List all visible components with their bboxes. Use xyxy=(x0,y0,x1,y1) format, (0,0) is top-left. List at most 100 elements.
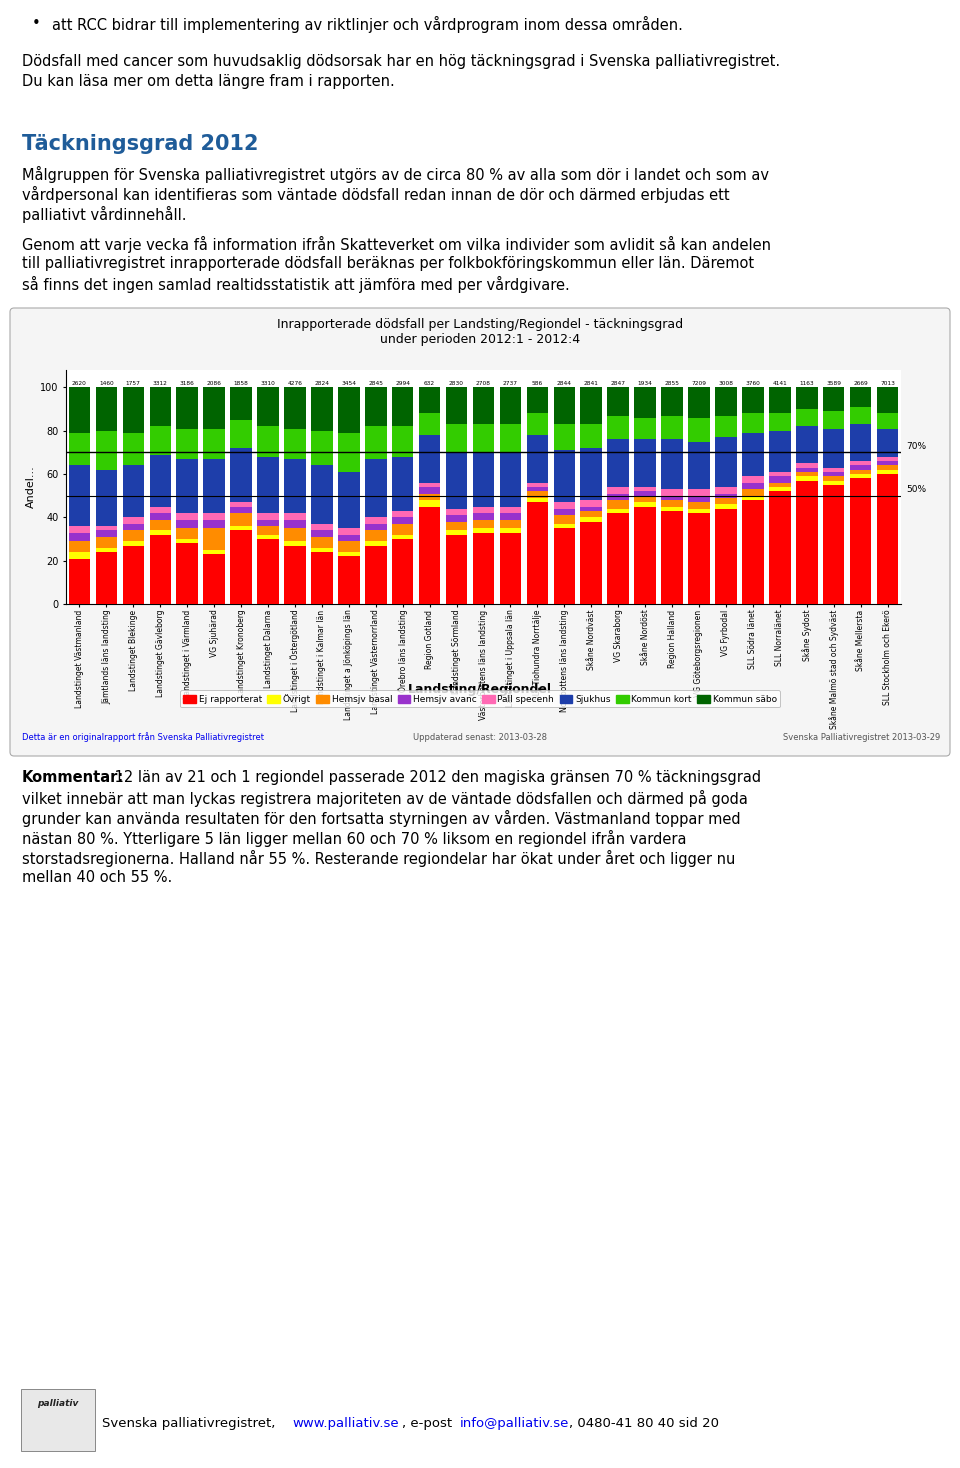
Bar xyxy=(445,530,468,534)
Bar xyxy=(284,520,305,528)
Text: vårdpersonal kan identifieras som väntade dödsfall redan innan de dör och därmed: vårdpersonal kan identifieras som väntad… xyxy=(22,186,730,203)
Text: , 0480-41 80 40 sid 20: , 0480-41 80 40 sid 20 xyxy=(569,1418,719,1430)
Bar xyxy=(419,506,441,603)
Bar xyxy=(284,528,305,542)
Bar xyxy=(96,526,117,530)
Bar xyxy=(742,489,763,496)
Bar xyxy=(284,512,305,520)
Bar xyxy=(581,448,602,501)
Bar xyxy=(284,459,305,512)
Bar xyxy=(123,546,144,603)
Bar xyxy=(742,476,763,483)
Bar xyxy=(365,530,387,542)
Text: Kommentar:: Kommentar: xyxy=(22,771,124,785)
Bar xyxy=(284,542,305,546)
Bar xyxy=(742,433,763,476)
Text: 1934: 1934 xyxy=(637,382,653,386)
Bar xyxy=(445,452,468,509)
Text: 2845: 2845 xyxy=(369,382,383,386)
Bar xyxy=(527,487,548,492)
Text: 2844: 2844 xyxy=(557,382,572,386)
Bar xyxy=(742,483,763,489)
Bar xyxy=(688,502,709,509)
Bar xyxy=(554,451,575,502)
Bar xyxy=(823,471,845,476)
Bar xyxy=(850,479,872,603)
Bar xyxy=(715,388,736,415)
Bar xyxy=(311,465,333,524)
Bar xyxy=(445,509,468,515)
Bar xyxy=(257,512,278,520)
Bar xyxy=(177,388,198,429)
Bar xyxy=(527,414,548,435)
Text: 2824: 2824 xyxy=(314,382,329,386)
Bar xyxy=(365,459,387,517)
Text: att RCC bidrar till implementering av riktlinjer och vårdprogram inom dessa områ: att RCC bidrar till implementering av ri… xyxy=(52,16,683,32)
Bar xyxy=(554,528,575,603)
Bar xyxy=(661,415,683,439)
Bar xyxy=(445,521,468,530)
Bar xyxy=(823,476,845,480)
Bar xyxy=(311,530,333,537)
Bar xyxy=(472,388,494,424)
Text: till palliativregistret inrapporterade dödsfall beräknas per folkbokföringskommu: till palliativregistret inrapporterade d… xyxy=(22,255,755,272)
Text: Genom att varje vecka få information ifrån Skatteverket om vilka individer som a: Genom att varje vecka få information ifr… xyxy=(22,236,771,252)
Y-axis label: Andel...: Andel... xyxy=(26,465,36,508)
Bar xyxy=(472,424,494,452)
Bar xyxy=(742,388,763,414)
Bar xyxy=(445,424,468,452)
Bar xyxy=(499,528,521,533)
Text: 1163: 1163 xyxy=(800,382,814,386)
Bar xyxy=(876,414,899,429)
Bar xyxy=(688,442,709,489)
Bar xyxy=(876,429,899,457)
Text: palliativ: palliativ xyxy=(37,1399,79,1408)
Bar xyxy=(608,487,629,493)
Bar xyxy=(876,388,899,414)
Bar xyxy=(69,542,90,552)
Text: 586: 586 xyxy=(532,382,543,386)
Bar xyxy=(850,407,872,424)
Text: Landsting/Regiondel: Landsting/Regiondel xyxy=(408,684,552,696)
Bar xyxy=(742,414,763,433)
Text: 2994: 2994 xyxy=(396,382,410,386)
Bar xyxy=(742,496,763,501)
Bar xyxy=(69,388,90,433)
Bar xyxy=(581,517,602,521)
Bar xyxy=(338,471,360,528)
Bar xyxy=(527,388,548,414)
Bar xyxy=(150,388,171,426)
Bar xyxy=(823,388,845,411)
Bar xyxy=(608,439,629,487)
Bar xyxy=(715,509,736,603)
Bar xyxy=(230,526,252,530)
Bar xyxy=(204,528,225,550)
Bar xyxy=(581,521,602,603)
Bar xyxy=(445,515,468,521)
Bar xyxy=(635,418,656,439)
Bar xyxy=(177,543,198,603)
Text: 4276: 4276 xyxy=(287,382,302,386)
Text: Inrapporterade dödsfall per Landsting/Regiondel - täckningsgrad
under perioden 2: Inrapporterade dödsfall per Landsting/Re… xyxy=(276,319,684,346)
Bar xyxy=(688,388,709,418)
Bar xyxy=(365,517,387,524)
Bar xyxy=(796,410,818,426)
Bar xyxy=(554,509,575,515)
Bar xyxy=(230,420,252,448)
Bar xyxy=(204,520,225,528)
Bar xyxy=(96,470,117,526)
Text: Täckningsgrad 2012: Täckningsgrad 2012 xyxy=(22,134,258,154)
Bar xyxy=(177,539,198,543)
Bar xyxy=(661,388,683,415)
Bar xyxy=(96,548,117,552)
Bar xyxy=(688,509,709,512)
Bar xyxy=(392,511,414,517)
Bar xyxy=(635,439,656,487)
Bar xyxy=(96,537,117,548)
Bar xyxy=(527,483,548,487)
Text: 3312: 3312 xyxy=(153,382,168,386)
Bar xyxy=(150,426,171,455)
Bar xyxy=(769,414,791,430)
Bar xyxy=(311,388,333,430)
Bar xyxy=(769,487,791,492)
